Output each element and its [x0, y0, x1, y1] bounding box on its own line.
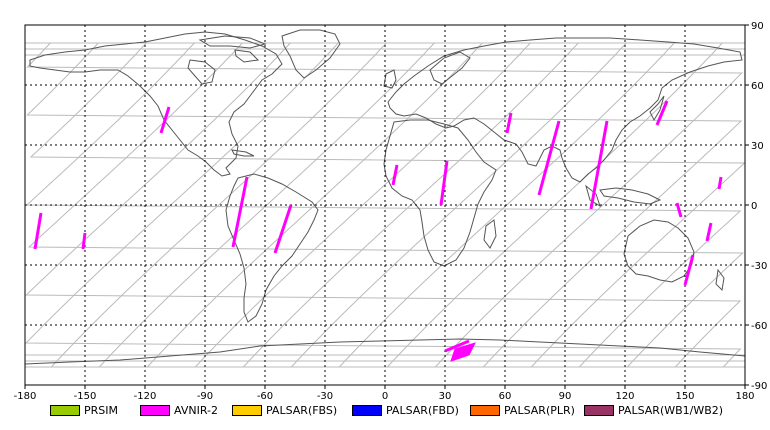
coast-greenland [281, 29, 341, 79]
coast-south-america [225, 173, 319, 323]
swath-strip [33, 212, 43, 250]
lon-tick-label: 90 [559, 391, 572, 402]
coast-scandinavia [429, 51, 471, 85]
coast-africa [383, 119, 497, 267]
swath-region [450, 342, 476, 362]
legend-item: AVNIR-2 [140, 402, 218, 418]
lat-tick-label: 30 [751, 141, 764, 152]
coast-cuba [231, 149, 255, 157]
orbit-track [50, 42, 387, 368]
lon-tick-label: -60 [257, 391, 273, 402]
swath-strip [675, 202, 683, 218]
lon-tick-label: 0 [382, 391, 388, 402]
lon-tick-label: 120 [615, 391, 634, 402]
lon-tick-label: -120 [134, 391, 157, 402]
swath-strip [537, 120, 561, 196]
swath-strip [273, 204, 293, 254]
sensor-swaths [33, 100, 723, 362]
legend-item: PRSIM [50, 402, 118, 418]
coast-uk [383, 69, 397, 89]
swath-strip [589, 120, 609, 210]
coast-antarctica [24, 338, 746, 365]
legend-swatch [584, 404, 614, 416]
swath-strip [705, 222, 713, 242]
coast-japan [649, 95, 665, 122]
swath-strip [717, 176, 723, 190]
legend-swatch [232, 404, 262, 416]
legend-swatch [470, 404, 500, 416]
swath-strip [444, 339, 470, 353]
coastlines [24, 29, 746, 365]
legend-swatch [352, 404, 382, 416]
coast-north-america [29, 31, 283, 177]
legend-label: AVNIR-2 [174, 403, 218, 417]
orbit-track [194, 42, 531, 368]
graticule [25, 25, 745, 385]
lat-tick-label: -30 [751, 261, 767, 272]
legend-swatch [140, 404, 170, 416]
lon-tick-label: -90 [197, 391, 213, 402]
orbit-track [290, 42, 627, 368]
coast-indochina-islands [585, 184, 662, 208]
orbit-track [27, 42, 744, 368]
legend-label: PALSAR(PLR) [504, 403, 575, 417]
legend-label: PALSAR(FBD) [386, 403, 459, 417]
lon-tick-label: -30 [317, 391, 333, 402]
coast-arctic-islands [198, 35, 267, 63]
lat-tick-label: 0 [751, 201, 757, 212]
orbit-track [29, 42, 746, 368]
legend-item: PALSAR(WB1/WB2) [584, 402, 723, 418]
legend-item: PALSAR(FBS) [232, 402, 337, 418]
legend-item: PALSAR(PLR) [470, 402, 575, 418]
world-map-plot: -180 -150 -120 -90 -60 -30 0 30 60 90 120 150 180 90 6… [14, 21, 768, 402]
coast-eurasia [387, 37, 743, 183]
axis-ticks: -180 -150 -120 -90 -60 -30 0 30 60 90 120 150 180 90 6… [14, 21, 768, 402]
lon-tick-label: -180 [14, 391, 37, 402]
lat-tick-label: -60 [751, 321, 767, 332]
swath-strip [683, 254, 695, 286]
legend-label: PALSAR(FBS) [266, 403, 338, 417]
coast-new-zealand [715, 268, 725, 292]
swath-strip [231, 176, 249, 248]
legend-label: PRSIM [84, 403, 118, 417]
swath-strip [159, 106, 171, 134]
lon-tick-label: -150 [74, 391, 97, 402]
legend-swatch [50, 404, 80, 416]
lon-tick-label: 180 [735, 391, 754, 402]
legend-label: PALSAR(WB1/WB2) [618, 403, 724, 417]
coast-madagascar [483, 219, 497, 249]
swath-strip [655, 100, 669, 126]
lat-tick-label: 60 [751, 81, 764, 92]
lon-tick-label: 150 [675, 391, 694, 402]
orbit-track [386, 42, 723, 368]
swath-strip [391, 164, 399, 186]
coast-hudson-bay [187, 59, 216, 85]
legend-item: PALSAR(FBD) [352, 402, 459, 418]
orbit-track [24, 42, 742, 368]
lat-tick-label: -90 [751, 381, 767, 392]
orbit-track [26, 42, 743, 368]
lat-tick-label: 90 [751, 21, 764, 32]
legend: PRSIM AVNIR-2 PALSAR(FBS) PALSAR(FBD) PALSAR… [0, 402, 770, 422]
swath-strip [505, 112, 513, 134]
lon-tick-label: 60 [499, 391, 512, 402]
swath-strip [81, 232, 87, 250]
lon-tick-label: 30 [439, 391, 452, 402]
swath-strip [439, 160, 449, 206]
